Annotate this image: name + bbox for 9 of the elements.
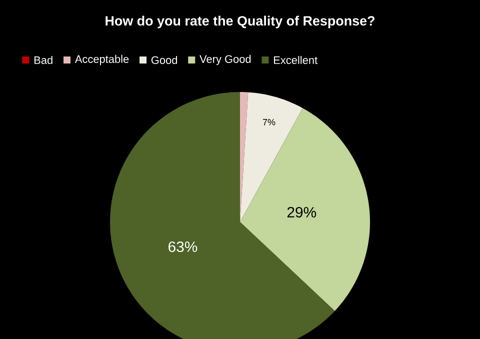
data-label: 29% <box>287 206 316 218</box>
legend-label: Acceptable <box>74 54 129 66</box>
data-label: 7% <box>263 118 276 126</box>
legend-label: Bad <box>34 56 52 64</box>
legend-label: Good <box>151 56 178 64</box>
chart-title: How do you rate the Quality of Response? <box>106 16 374 28</box>
legend-label: Very Good <box>200 54 251 66</box>
legend-label: Excellent <box>274 56 318 64</box>
data-label: 63% <box>168 241 198 252</box>
